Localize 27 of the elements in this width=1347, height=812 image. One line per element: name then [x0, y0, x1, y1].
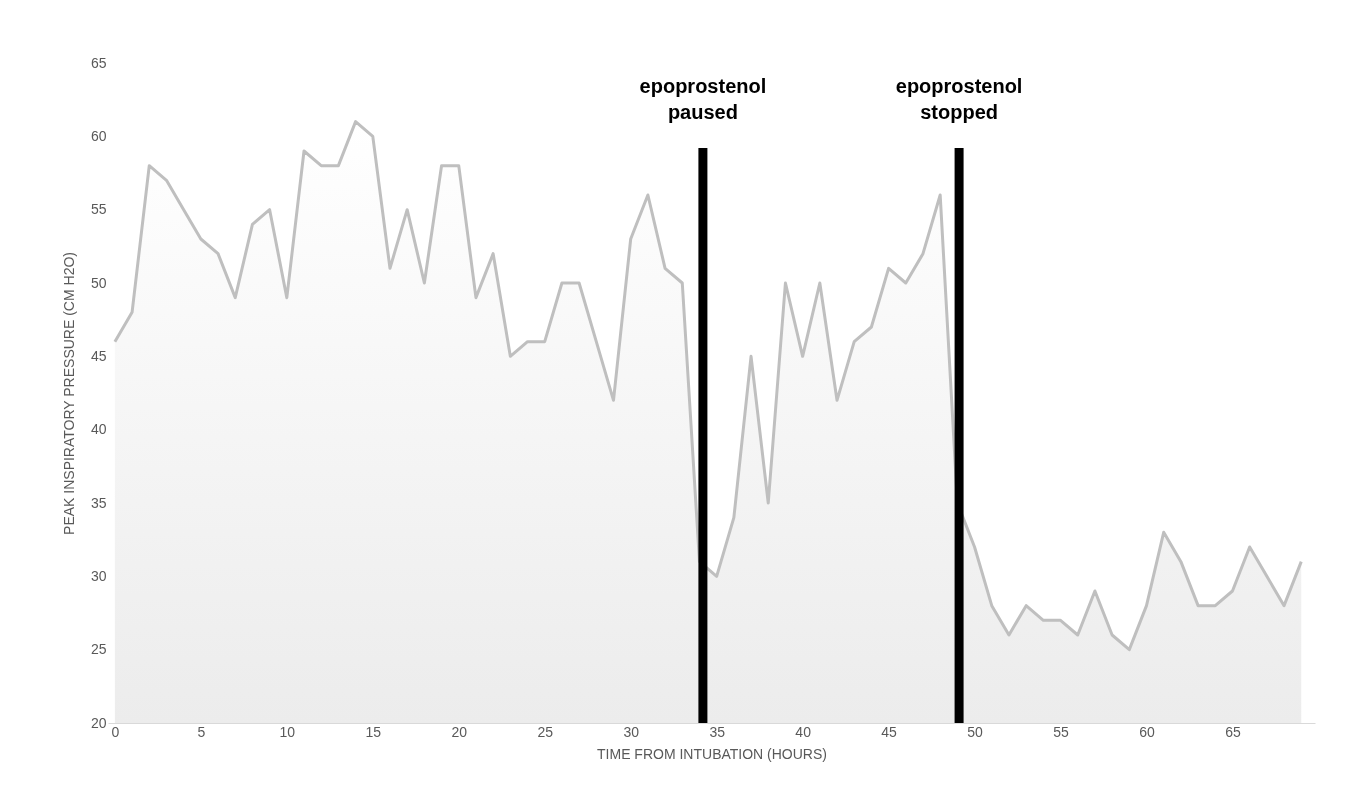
x-tick-label: 25 [537, 723, 554, 740]
x-tick-label: 55 [1053, 723, 1070, 740]
x-tick-label: 50 [967, 723, 984, 740]
x-tick-label: 45 [881, 723, 898, 740]
y-tick-label: 40 [90, 421, 107, 438]
x-tick-label: 20 [451, 723, 468, 740]
x-tick-label: 40 [795, 723, 812, 740]
x-tick-label: 15 [365, 723, 382, 740]
y-tick-label: 30 [90, 567, 107, 584]
x-axis-title: TIME FROM INTUBATION (HOURS) [597, 745, 827, 762]
y-tick-label: 65 [90, 54, 107, 71]
y-tick-label: 50 [90, 274, 107, 291]
x-tick-label: 0 [111, 723, 120, 740]
y-tick-label: 45 [90, 347, 107, 364]
x-tick-label: 60 [1139, 723, 1155, 740]
x-tick-label: 35 [709, 723, 726, 740]
x-tick-label: 10 [279, 723, 296, 740]
x-tick-label: 65 [1225, 723, 1241, 740]
y-tick-label: 60 [90, 127, 107, 144]
x-tick-label: 5 [197, 723, 206, 740]
y-axis-title: PEAK INSPIRATORY PRESSURE (CM H2O) [60, 252, 77, 535]
y-tick-label: 55 [90, 201, 107, 218]
y-tick-label: 35 [90, 494, 107, 511]
y-tick-label: 25 [90, 641, 107, 658]
ref-line-label: epoprostenol stopped [895, 75, 1023, 123]
ref-line-label: epoprostenol paused [639, 75, 767, 123]
x-tick-label: 30 [623, 723, 640, 740]
